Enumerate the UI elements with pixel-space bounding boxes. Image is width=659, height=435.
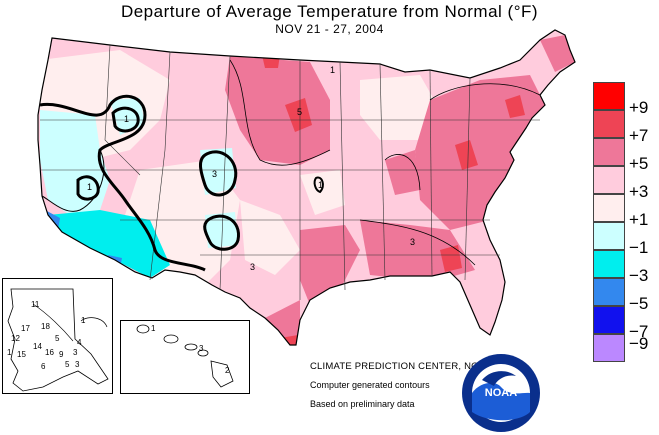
legend-label: −9	[629, 334, 649, 353]
legend-swatch	[593, 250, 625, 278]
alaska-label: 1	[81, 316, 86, 325]
credits-line2: Computer generated contours	[310, 380, 430, 390]
noaa-emblem-icon: NOAA	[462, 354, 540, 432]
alaska-label: 4	[77, 338, 82, 347]
alaska-label: 15	[17, 350, 26, 359]
alaska-label: 3	[75, 360, 80, 369]
legend-label: −1	[629, 238, 649, 257]
map-contour-labels: 1 3 1 5 3 1 3 1	[87, 65, 415, 272]
us-outline	[37, 29, 576, 346]
hawaii-label: 3	[199, 344, 204, 353]
contour-label: 1	[124, 114, 129, 124]
alaska-label: 5	[55, 334, 60, 343]
alaska-label: 3	[73, 348, 78, 357]
hawaii-label: 2	[225, 366, 230, 375]
alaska-label: 6	[41, 362, 46, 371]
credits-center: CLIMATE PREDICTION CENTER, NOAA	[310, 361, 492, 372]
alaska-label: 16	[45, 348, 54, 357]
legend-label: −3	[629, 266, 649, 285]
alaska-inset: 11 17 18 5 12 15 14 16 9 3 4 5 3 1 6 1	[2, 278, 113, 394]
contour-label: 3	[250, 262, 255, 272]
alaska-map: 11 17 18 5 12 15 14 16 9 3 4 5 3 1 6 1	[7, 288, 109, 392]
contour-label: 3	[410, 237, 415, 247]
map-title: Departure of Average Temperature from No…	[120, 2, 539, 21]
noaa-logo-text: NOAA	[485, 387, 517, 399]
legend-label: +1	[629, 210, 649, 229]
legend-label: +3	[629, 182, 649, 201]
noaa-logo: NOAA	[460, 352, 542, 434]
contour-label: 1	[330, 65, 335, 75]
legend-label: +9	[629, 98, 649, 117]
legend-swatch	[593, 194, 625, 222]
state-boundaries	[40, 44, 540, 300]
contour-label: 1	[87, 182, 92, 192]
legend-swatch	[593, 334, 625, 362]
credits: CLIMATE PREDICTION CENTER, NOAA Computer…	[310, 357, 492, 414]
legend-swatch	[593, 222, 625, 250]
alaska-label: 9	[59, 350, 64, 359]
legend-swatch	[593, 278, 625, 306]
legend-label: −5	[629, 294, 649, 313]
alaska-label: 14	[33, 342, 42, 351]
hawaii-map: 1 3 2	[136, 324, 234, 388]
alaska-label: 12	[11, 334, 20, 343]
alaska-label: 1	[7, 348, 12, 357]
alaska-label: 11	[31, 300, 40, 309]
legend-swatch	[593, 82, 625, 110]
legend-label: −7	[629, 322, 649, 341]
legend-swatch	[593, 138, 625, 166]
contour-label: 1	[318, 180, 323, 190]
legend-label: +7	[629, 126, 649, 145]
hawaii-label: 1	[151, 324, 156, 333]
hawaii-inset: 1 3 2	[120, 320, 250, 394]
legend-swatch	[593, 166, 625, 194]
legend-label: +5	[629, 154, 649, 173]
map-subtitle: NOV 21 - 27, 2004	[275, 22, 384, 36]
alaska-label: 18	[41, 322, 50, 331]
contour-label: 3	[212, 169, 217, 179]
alaska-label: 5	[65, 360, 70, 369]
legend-swatch	[593, 306, 625, 334]
contour-label: 5	[297, 107, 302, 117]
legend-swatch	[593, 110, 625, 138]
alaska-label: 17	[21, 324, 30, 333]
credits-line3: Based on preliminary data	[310, 399, 415, 409]
contour-lines	[39, 59, 541, 272]
